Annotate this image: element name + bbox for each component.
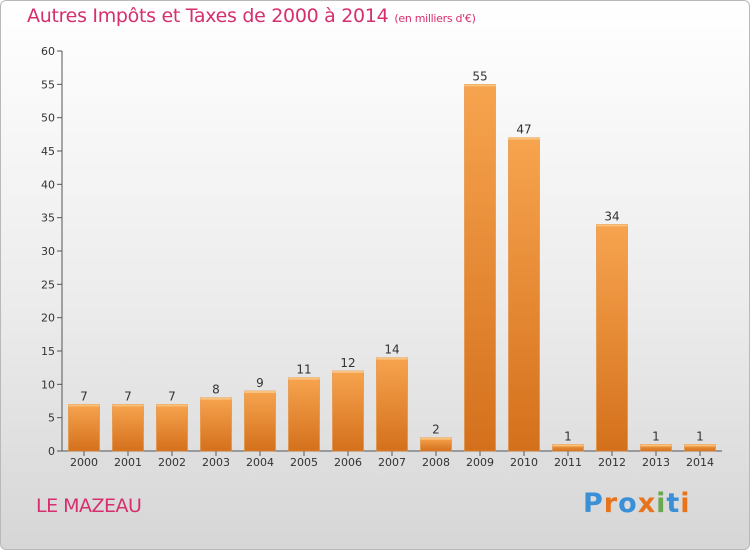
x-tick-label: 2011: [554, 456, 582, 469]
bar-highlight: [244, 391, 276, 393]
y-tick-label: 10: [41, 378, 55, 391]
bar-value-label: 1: [696, 429, 704, 443]
x-tick-label: 2009: [466, 456, 494, 469]
chart-axes: 0 5 10 15 20 25 30 35 40 45 50 55 60 2000 2001 2002 2003…: [41, 45, 722, 469]
x-tick-label: 2013: [642, 456, 670, 469]
logo-letter: o: [618, 488, 638, 519]
x-tick-label: 2014: [686, 456, 714, 469]
bar-value-label: 11: [296, 363, 311, 377]
y-tick-label: 25: [41, 278, 55, 291]
y-tick-label: 40: [41, 178, 55, 191]
bar: [464, 84, 496, 452]
logo-letter: x: [637, 488, 657, 519]
bar-value-label: 7: [168, 389, 176, 403]
bar: [332, 370, 364, 452]
y-tick-label: 5: [48, 412, 55, 425]
bar-value-label: 47: [516, 123, 531, 137]
logo-letter: r: [603, 488, 619, 519]
bar-highlight: [200, 397, 232, 400]
logo-letter: i: [680, 488, 691, 519]
bar-highlight: [552, 444, 584, 447]
x-tick-label: 2004: [246, 456, 274, 469]
bar: [244, 390, 276, 452]
y-tick-label: 20: [41, 312, 55, 325]
logo-letter: i: [656, 488, 667, 519]
bar: [376, 357, 408, 452]
bar-highlight: [420, 437, 452, 440]
bar: [288, 377, 320, 452]
chart-unit: (en milliers d'€): [394, 12, 476, 25]
bar: [508, 137, 540, 452]
bar-value-label: 1: [564, 429, 572, 443]
x-tick-label: 2001: [114, 456, 142, 469]
bar-highlight: [464, 84, 496, 87]
y-tick-label: 55: [41, 78, 55, 91]
bar-value-label: 2: [432, 423, 440, 437]
bar: [596, 224, 628, 452]
bar-highlight: [156, 404, 188, 407]
x-tick-label: 2005: [290, 456, 318, 469]
bar-highlight: [596, 224, 628, 227]
bar-highlight: [288, 377, 320, 380]
bar-value-label: 8: [212, 383, 220, 397]
bar-value-label: 7: [80, 389, 88, 403]
x-tick-label: 2002: [158, 456, 186, 469]
bar-value-label: 55: [472, 69, 487, 83]
proxiti-logo[interactable]: Proxiti: [583, 488, 691, 519]
x-tick-label: 2006: [334, 456, 362, 469]
y-tick-label: 15: [41, 345, 55, 358]
x-tick-label: 2012: [598, 456, 626, 469]
bar-value-label: 14: [384, 343, 399, 357]
bar-highlight: [68, 404, 100, 407]
x-tick-label: 2003: [202, 456, 230, 469]
bar: [68, 404, 100, 452]
bar: [112, 404, 144, 452]
bar-highlight: [640, 444, 672, 447]
chart-bars: [68, 84, 716, 452]
y-tick-label: 30: [41, 245, 55, 258]
bar-highlight: [112, 404, 144, 407]
chart-title-text: Autres Impôts et Taxes de 2000 à 2014: [27, 5, 389, 27]
x-tick-label: 2007: [378, 456, 406, 469]
x-tick-label: 2010: [510, 456, 538, 469]
bar-highlight: [684, 444, 716, 447]
bar-highlight: [508, 137, 540, 140]
bar-value-label: 1: [652, 429, 660, 443]
y-tick-label: 45: [41, 145, 55, 158]
bar-value-label: 9: [256, 376, 264, 390]
chart-title: Autres Impôts et Taxes de 2000 à 2014 (en…: [27, 5, 476, 27]
y-tick-label: 35: [41, 212, 55, 225]
bar-value-label: 34: [604, 209, 619, 223]
commune-name: LE MAZEAU: [36, 495, 142, 517]
y-tick-label: 0: [48, 445, 55, 458]
bar-value-label: 7: [124, 389, 132, 403]
x-tick-label: 2000: [70, 456, 98, 469]
bar-highlight: [332, 371, 364, 373]
x-tick-label: 2008: [422, 456, 450, 469]
bar: [156, 404, 188, 452]
bar-highlight: [376, 357, 408, 360]
bar-value-label: 12: [340, 356, 355, 370]
logo-letter: t: [666, 488, 681, 519]
logo-letter: P: [583, 488, 604, 519]
y-tick-label: 50: [41, 112, 55, 125]
bar: [200, 397, 232, 452]
y-tick-label: 60: [41, 45, 55, 58]
